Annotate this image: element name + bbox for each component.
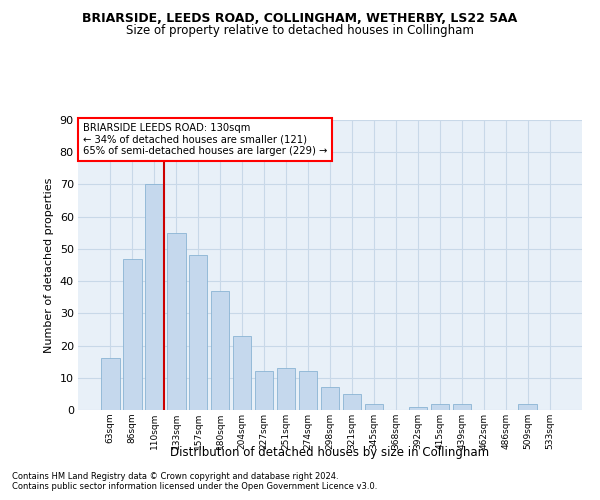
Bar: [320, 388, 340, 410]
Text: Size of property relative to detached houses in Collingham: Size of property relative to detached ho…: [126, 24, 474, 37]
Bar: [431, 404, 449, 410]
Bar: [452, 404, 471, 410]
Bar: [211, 291, 229, 410]
Bar: [277, 368, 295, 410]
Text: BRIARSIDE, LEEDS ROAD, COLLINGHAM, WETHERBY, LS22 5AA: BRIARSIDE, LEEDS ROAD, COLLINGHAM, WETHE…: [82, 12, 518, 26]
Bar: [167, 233, 185, 410]
Bar: [518, 404, 537, 410]
Bar: [189, 256, 208, 410]
Bar: [299, 372, 317, 410]
Bar: [123, 258, 142, 410]
Bar: [101, 358, 119, 410]
Bar: [233, 336, 251, 410]
Text: BRIARSIDE LEEDS ROAD: 130sqm
← 34% of detached houses are smaller (121)
65% of s: BRIARSIDE LEEDS ROAD: 130sqm ← 34% of de…: [83, 123, 328, 156]
Bar: [343, 394, 361, 410]
Text: Contains HM Land Registry data © Crown copyright and database right 2024.: Contains HM Land Registry data © Crown c…: [12, 472, 338, 481]
Bar: [409, 407, 427, 410]
Text: Distribution of detached houses by size in Collingham: Distribution of detached houses by size …: [170, 446, 490, 459]
Bar: [145, 184, 164, 410]
Y-axis label: Number of detached properties: Number of detached properties: [44, 178, 54, 352]
Bar: [255, 372, 274, 410]
Text: Contains public sector information licensed under the Open Government Licence v3: Contains public sector information licen…: [12, 482, 377, 491]
Bar: [365, 404, 383, 410]
